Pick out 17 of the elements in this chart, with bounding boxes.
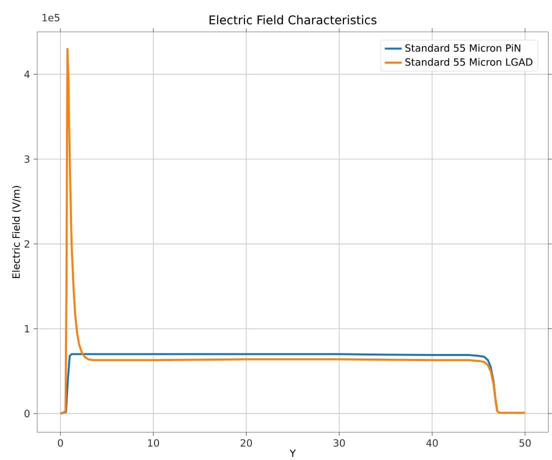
x-tick-label: 30 xyxy=(334,439,345,447)
x-tick-label: 10 xyxy=(148,439,160,447)
y-tick-label: 4 xyxy=(24,70,30,78)
y-tick-label: 3 xyxy=(24,155,30,163)
x-tick-label: 0 xyxy=(58,439,63,447)
chart-title: Electric Field Characteristics xyxy=(210,15,376,24)
legend-label: Standard 55 Micron PiN xyxy=(405,44,520,52)
x-axis-title: Y xyxy=(290,449,296,457)
text: 1e5 xyxy=(42,14,60,22)
y-tick-label: 2 xyxy=(24,240,30,248)
x-tick-label: 50 xyxy=(520,439,531,447)
y-tick-label: 0 xyxy=(24,410,30,418)
y-tick-label: 1 xyxy=(24,325,30,332)
x-tick-label: 40 xyxy=(426,439,438,447)
y-axis-title: Electric Field (V/m) xyxy=(12,186,22,278)
x-tick-label: 20 xyxy=(240,439,252,447)
legend-label: Standard 55 Micron LGAD xyxy=(405,58,532,66)
